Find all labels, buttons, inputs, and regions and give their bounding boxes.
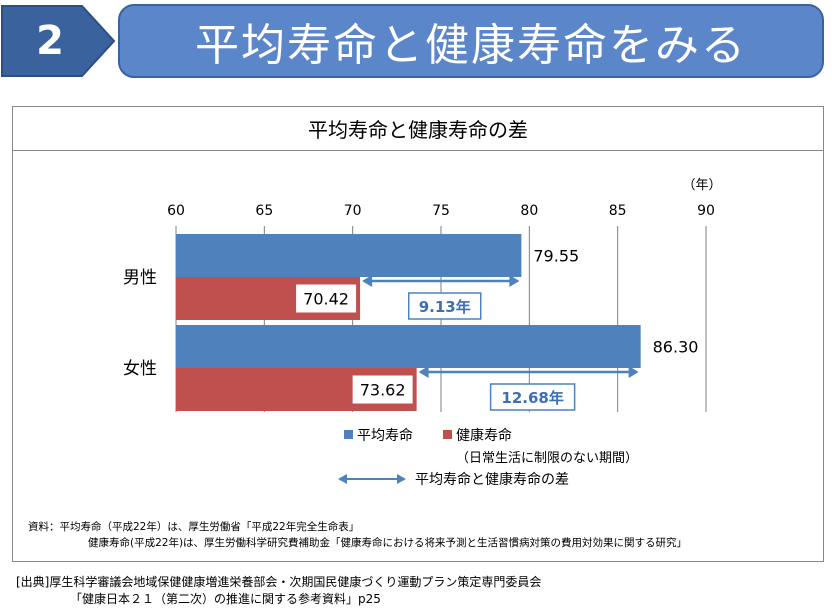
- x-tick-label: 65: [255, 203, 273, 219]
- difference-label: 9.13年: [419, 298, 471, 316]
- bar-average-lifespan: [176, 325, 641, 368]
- value-label-box: [352, 375, 413, 404]
- difference-box: [407, 292, 482, 320]
- citation-note: [出典]厚生科学審議会地域保健健康増進栄養部会・次期国民健康づくり運動プラン策定…: [16, 574, 541, 608]
- legend-arrow-head-left: [338, 474, 347, 484]
- legend-label-average: 平均寿命: [357, 427, 413, 444]
- value-label-box: [296, 284, 357, 313]
- legend-swatch-average: [344, 430, 353, 439]
- x-tick-label: 75: [432, 203, 450, 219]
- value-label-average: 86.30: [653, 338, 699, 357]
- page-title: 平均寿命と健康寿命をみる: [118, 4, 824, 78]
- legend-arrow-head-right: [397, 474, 406, 484]
- category-label: 女性: [123, 359, 157, 379]
- x-tick-label: 80: [520, 203, 538, 219]
- value-label-average: 79.55: [533, 247, 579, 266]
- legend-label-healthy: 健康寿命: [456, 427, 512, 444]
- difference-arrow-head-right: [628, 366, 639, 378]
- source-line-1: 資料：平均寿命（平成22年）は、厚生労働省「平成22年完全生命表」: [28, 521, 360, 533]
- difference-box: [489, 383, 576, 411]
- x-tick-label: 90: [697, 203, 715, 219]
- legend-arrow-label: 平均寿命と健康寿命の差: [415, 471, 569, 488]
- data-source-note: 資料：平均寿命（平成22年）は、厚生労働省「平成22年完全生命表」 健康寿命(平…: [28, 519, 687, 551]
- difference-arrow-head-left: [418, 366, 429, 378]
- x-tick-label: 85: [609, 203, 627, 219]
- value-label-healthy: 70.42: [303, 290, 349, 309]
- section-number: 2: [36, 18, 64, 64]
- unit-label: （年）: [682, 178, 721, 193]
- x-tick-label: 70: [344, 203, 362, 219]
- difference-label: 12.68年: [501, 389, 563, 407]
- category-label: 男性: [123, 268, 157, 288]
- chart-title: 平均寿命と健康寿命の差: [13, 107, 823, 151]
- legend-healthy-note: （日常生活に制限のない期間）: [456, 451, 638, 466]
- source-line-2: 健康寿命(平成22年)は、厚生労働科学研究費補助金「健康寿命における将来予測と生…: [88, 537, 688, 549]
- citation-line-2: 「健康日本２１（第二次）の推進に関する参考資料」p25: [70, 592, 381, 606]
- legend-swatch-healthy: [443, 430, 452, 439]
- difference-arrow-head-right: [509, 275, 520, 287]
- value-label-healthy: 73.62: [360, 381, 406, 400]
- difference-arrow-head-left: [362, 275, 373, 287]
- citation-line-1: [出典]厚生科学審議会地域保健健康増進栄養部会・次期国民健康づくり運動プラン策定…: [16, 575, 542, 589]
- x-tick-label: 60: [167, 203, 185, 219]
- section-number-badge: [1, 5, 116, 77]
- bar-average-lifespan: [176, 234, 522, 277]
